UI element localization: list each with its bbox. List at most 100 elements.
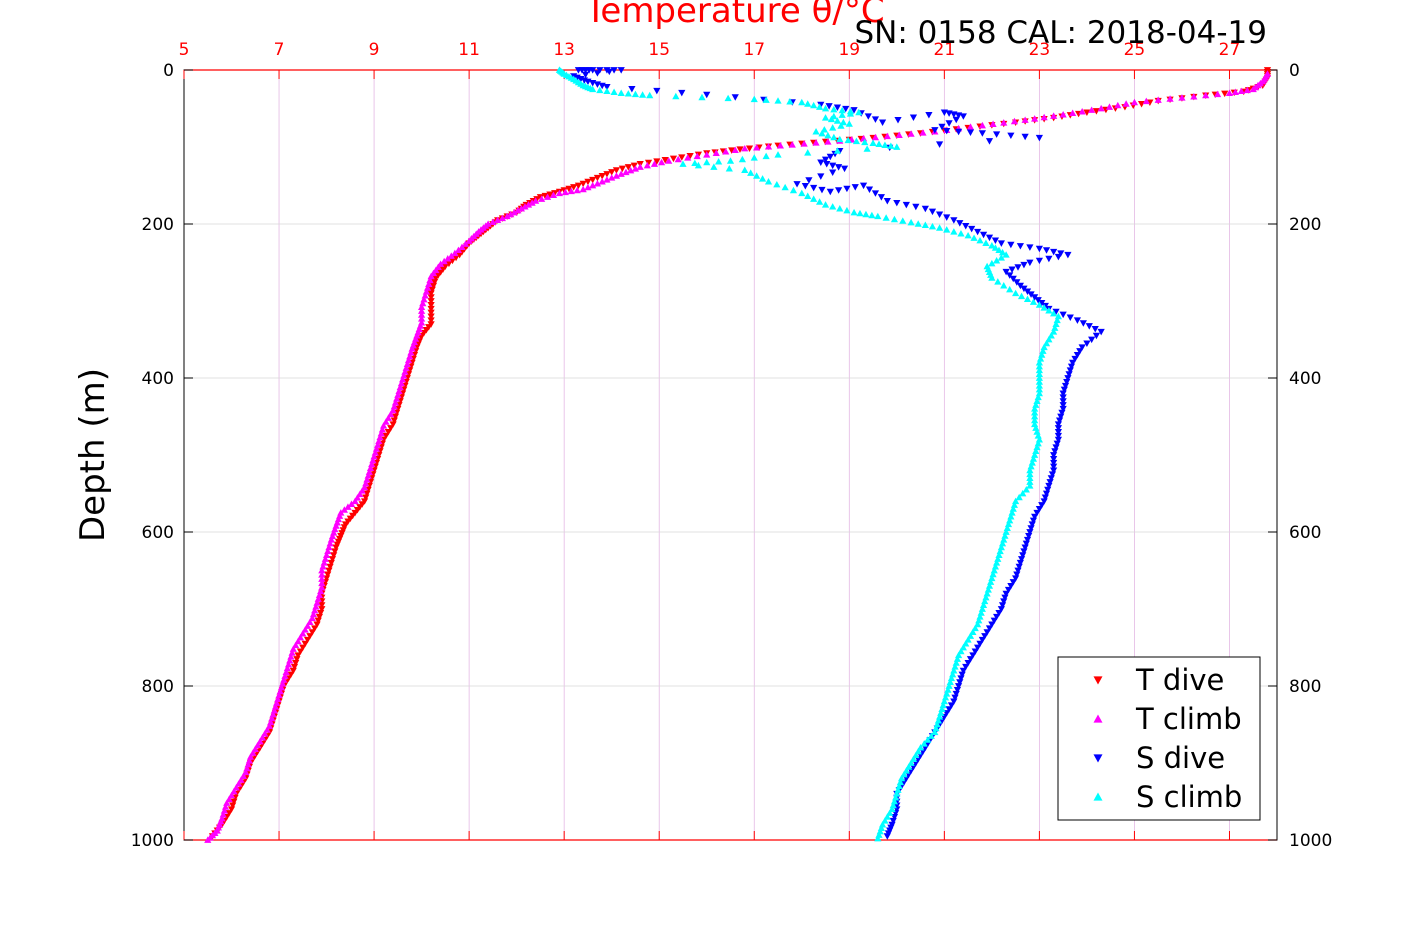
data-point <box>306 618 314 625</box>
data-point <box>1038 351 1046 358</box>
data-point <box>423 284 432 291</box>
data-point <box>458 243 466 250</box>
data-point <box>1033 397 1041 404</box>
data-point <box>988 574 996 582</box>
data-point <box>301 640 309 648</box>
data-point <box>1059 394 1067 401</box>
data-point <box>1231 88 1240 96</box>
data-point <box>823 161 831 168</box>
y-tick-label-right: 600 <box>1289 523 1321 543</box>
data-point <box>997 543 1005 551</box>
data-point <box>821 201 830 208</box>
data-point <box>988 274 996 281</box>
data-point <box>1190 92 1198 100</box>
data-point <box>391 413 400 421</box>
data-point <box>1000 598 1008 605</box>
data-point <box>833 117 842 124</box>
data-point <box>907 218 915 226</box>
data-point <box>328 556 337 563</box>
data-point <box>1027 525 1035 532</box>
data-point <box>1003 524 1011 532</box>
x-tick-label: 17 <box>743 40 765 60</box>
data-point <box>1029 517 1038 525</box>
data-point <box>1031 513 1039 521</box>
data-point <box>1237 87 1245 95</box>
data-point <box>312 603 320 610</box>
data-point <box>315 613 324 621</box>
data-point <box>1051 324 1059 331</box>
data-point <box>1073 352 1082 359</box>
data-point <box>364 472 372 479</box>
data-point <box>810 101 818 109</box>
data-point <box>951 694 959 702</box>
data-point <box>1066 314 1074 321</box>
x-tick-label: 9 <box>369 40 380 60</box>
data-point <box>669 155 678 163</box>
data-point <box>943 226 951 233</box>
data-point <box>968 225 976 233</box>
data-point <box>1114 101 1122 109</box>
data-point <box>966 129 975 136</box>
data-point <box>391 399 400 406</box>
data-point <box>598 172 606 180</box>
data-point <box>974 620 982 628</box>
data-point <box>983 590 991 597</box>
data-point <box>325 543 333 551</box>
data-point <box>678 89 686 97</box>
data-point <box>991 563 1000 570</box>
data-point <box>317 609 325 617</box>
data-point <box>589 67 597 74</box>
data-point <box>451 249 459 257</box>
data-point <box>838 111 846 118</box>
data-point <box>869 139 877 147</box>
data-point <box>983 629 991 636</box>
data-point <box>318 606 326 613</box>
data-point <box>404 356 413 364</box>
data-point <box>524 201 533 208</box>
data-point <box>308 614 316 622</box>
data-point <box>957 675 965 682</box>
data-point <box>952 659 960 666</box>
data-point <box>970 234 978 241</box>
data-point <box>829 124 837 131</box>
data-point <box>1027 291 1035 298</box>
data-point <box>269 710 277 718</box>
data-point <box>805 177 813 184</box>
data-point <box>581 71 590 79</box>
data-point <box>935 211 944 218</box>
data-point <box>536 194 545 201</box>
data-point <box>1040 304 1048 311</box>
data-point <box>593 174 602 182</box>
series-s-dive <box>570 67 1105 840</box>
data-point <box>1032 401 1040 408</box>
data-point <box>724 94 732 102</box>
data-point <box>895 782 903 789</box>
data-point <box>1097 328 1105 336</box>
data-point <box>962 640 970 647</box>
data-point <box>851 184 859 191</box>
data-point <box>964 660 972 667</box>
data-point <box>403 360 411 368</box>
data-point <box>1040 113 1048 121</box>
data-point <box>287 671 295 679</box>
y-tick-label-right: 800 <box>1289 677 1321 697</box>
data-point <box>1036 355 1045 362</box>
data-point <box>1067 363 1076 371</box>
data-point <box>877 194 885 201</box>
data-point <box>251 745 259 753</box>
data-point <box>618 165 626 173</box>
data-point <box>996 547 1004 555</box>
data-point <box>598 178 606 185</box>
data-point <box>931 728 939 736</box>
series-layer <box>204 66 1272 843</box>
data-point <box>855 108 863 116</box>
data-point <box>612 167 621 174</box>
data-point <box>1023 288 1032 295</box>
data-point <box>1002 268 1010 276</box>
data-point <box>387 425 395 432</box>
data-point <box>899 217 907 224</box>
data-point <box>1059 405 1067 413</box>
data-point <box>1047 332 1055 339</box>
data-point <box>887 142 895 149</box>
data-point <box>1059 390 1067 397</box>
